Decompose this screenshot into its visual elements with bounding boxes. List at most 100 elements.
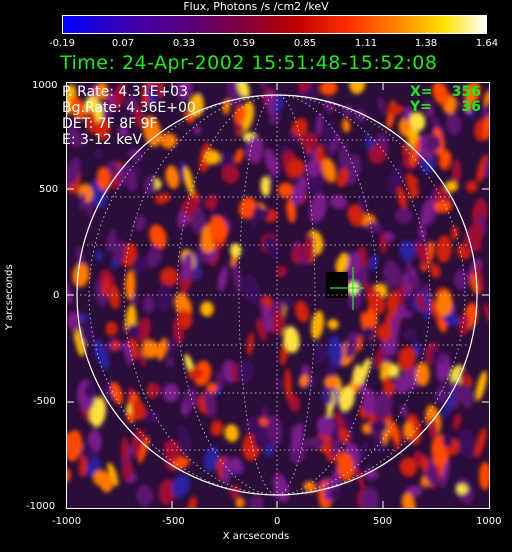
flux-blob [117, 126, 129, 138]
flux-blob [342, 118, 351, 133]
flux-blob [206, 382, 218, 393]
flux-blob [188, 94, 205, 117]
flux-blob [291, 423, 304, 451]
flux-blob [410, 137, 420, 167]
axis-ticks [66, 82, 490, 509]
y-tick-label: -500 [33, 396, 56, 407]
flux-blob [376, 323, 393, 342]
flux-blob [365, 221, 383, 233]
cursor-crosshair [330, 267, 364, 310]
flux-blob [403, 421, 415, 439]
x-axis-title: X arcseconds [222, 531, 290, 542]
flux-blob [348, 289, 363, 310]
flux-blob [436, 235, 452, 263]
flux-blob [436, 290, 453, 317]
flux-blob [405, 255, 412, 283]
flux-blob [183, 166, 194, 195]
flux-blob [432, 82, 449, 106]
flux-blob [235, 497, 245, 509]
flux-blob [126, 324, 141, 338]
flux-blob [66, 157, 82, 185]
flux-blob [284, 368, 292, 401]
flux-blob [209, 215, 228, 243]
flux-blob [205, 194, 218, 210]
flux-blob [429, 263, 441, 279]
flux-blob [93, 148, 104, 161]
flux-blob [329, 194, 348, 209]
flux-blob [465, 180, 478, 193]
flux-blob [483, 303, 490, 323]
flux-blob [338, 142, 349, 167]
flux-blob [268, 111, 281, 126]
flux-blob [156, 337, 168, 361]
flux-blob [330, 487, 341, 500]
flux-blob [162, 383, 180, 403]
flux-blob [382, 377, 395, 397]
flux-blob [84, 382, 96, 399]
cursor-x-label: X= [410, 84, 433, 100]
flux-blob [415, 362, 430, 387]
flux-blob [458, 313, 469, 337]
flux-blob [443, 313, 460, 326]
flux-blob [357, 194, 369, 212]
flux-blob [217, 265, 228, 293]
flux-blob [273, 488, 286, 499]
flux-blob [221, 164, 240, 184]
flux-blob [120, 436, 130, 466]
flux-blob [402, 328, 418, 342]
flux-blob [100, 474, 114, 493]
flux-blob [113, 82, 126, 110]
flux-blob [399, 457, 418, 477]
flux-blob [146, 245, 162, 268]
flux-blob [177, 309, 193, 329]
flux-blob [96, 166, 111, 191]
flux-blob [336, 252, 349, 276]
energy-label: E: 3-12 keV [62, 132, 143, 148]
flux-blob [389, 313, 400, 343]
flux-blob [474, 427, 487, 458]
flux-blob [265, 443, 275, 458]
flux-blob [425, 134, 441, 152]
flux-blob [69, 96, 86, 121]
flux-blob [152, 83, 160, 97]
colorbar-tick: 0.85 [293, 38, 317, 49]
cursor-y-label: Y= [410, 99, 432, 115]
flux-blob [402, 273, 412, 296]
flux-blob [428, 297, 440, 320]
flux-blob [394, 207, 413, 224]
flux-blob [417, 241, 429, 268]
flux-blob [246, 135, 264, 164]
flux-blob [438, 352, 446, 364]
flux-blob [456, 484, 468, 495]
flux-blob [180, 252, 194, 282]
flux-blob [261, 406, 269, 420]
flux-blob [136, 484, 154, 507]
flux-blob [105, 321, 118, 337]
solar-image-plot[interactable] [66, 82, 490, 509]
flux-blob [78, 192, 87, 211]
flux-blob [243, 416, 261, 436]
flux-blob [234, 148, 244, 164]
flux-blob [374, 390, 393, 419]
flux-blob [356, 335, 363, 352]
flux-blob [418, 226, 427, 240]
x-tick-label: 500 [373, 516, 393, 527]
flux-blob [72, 263, 90, 288]
flux-blob [230, 457, 243, 473]
flux-blob [132, 256, 148, 274]
flux-blob [141, 339, 159, 359]
flux-blob [379, 233, 388, 254]
y-axis-title: Y arcseconds [4, 264, 15, 330]
flux-blob [303, 233, 315, 263]
flux-blob [346, 414, 355, 441]
flux-blob [345, 251, 362, 278]
flux-blob [397, 346, 416, 371]
flux-blob [177, 424, 192, 455]
flux-blob [138, 351, 146, 368]
flux-blob [144, 410, 161, 424]
flux-blob [476, 154, 489, 183]
flux-blob [172, 457, 190, 470]
flux-blob [224, 424, 239, 442]
y-tick-label: 0 [53, 290, 60, 301]
flux-blob [422, 283, 431, 297]
